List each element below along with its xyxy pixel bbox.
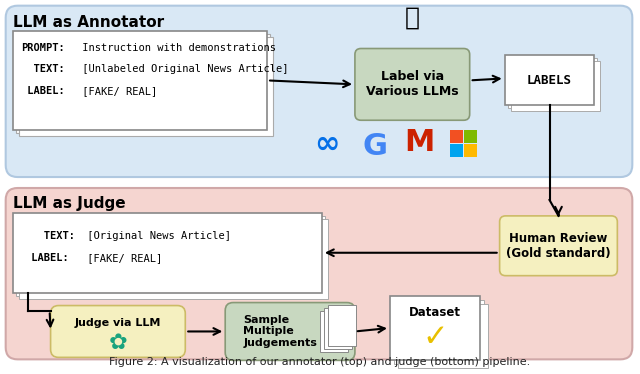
- FancyBboxPatch shape: [6, 188, 632, 359]
- Bar: [511, 61, 600, 111]
- Bar: [19, 219, 328, 298]
- Bar: [450, 144, 463, 157]
- Text: Label via
Various LLMs: Label via Various LLMs: [366, 70, 459, 98]
- Text: PROMPT:: PROMPT:: [20, 43, 65, 52]
- Bar: [328, 304, 356, 346]
- Bar: [13, 31, 267, 130]
- Text: Judge via LLM: Judge via LLM: [75, 318, 161, 328]
- Text: ✓: ✓: [422, 324, 447, 352]
- Text: TEXT:: TEXT:: [20, 64, 65, 74]
- Text: Sample
Multiple
Judgements: Sample Multiple Judgements: [243, 315, 317, 348]
- FancyBboxPatch shape: [500, 216, 618, 276]
- Text: [FAKE/ REAL]: [FAKE/ REAL]: [81, 253, 162, 263]
- Text: M: M: [404, 128, 435, 157]
- FancyBboxPatch shape: [355, 49, 470, 120]
- Bar: [13, 213, 322, 292]
- Text: Instruction with demonstrations: Instruction with demonstrations: [76, 43, 276, 52]
- Text: [Unlabeled Original News Article]: [Unlabeled Original News Article]: [76, 64, 288, 74]
- Text: LABEL:: LABEL:: [20, 86, 65, 96]
- Text: TEXT:: TEXT:: [25, 231, 75, 241]
- Bar: [15, 216, 325, 295]
- Text: LLM as Annotator: LLM as Annotator: [13, 15, 164, 30]
- Text: ✿: ✿: [109, 334, 127, 353]
- Text: G: G: [362, 132, 387, 161]
- Text: ∞: ∞: [314, 130, 340, 159]
- Bar: [504, 55, 595, 105]
- Bar: [390, 295, 479, 361]
- Bar: [15, 34, 270, 133]
- Text: Figure 2: A visualization of our annotator (top) and judge (bottom) pipeline.: Figure 2: A visualization of our annotat…: [109, 357, 531, 367]
- FancyBboxPatch shape: [51, 306, 186, 358]
- Text: Human Review
(Gold standard): Human Review (Gold standard): [506, 232, 611, 260]
- Bar: [19, 37, 273, 136]
- Bar: [464, 144, 477, 157]
- Bar: [398, 304, 488, 368]
- Bar: [508, 58, 597, 108]
- Text: [Original News Article]: [Original News Article]: [81, 231, 230, 241]
- Text: LABEL:: LABEL:: [25, 253, 68, 263]
- Bar: [450, 130, 463, 143]
- Text: 🤖: 🤖: [404, 6, 420, 30]
- Bar: [324, 307, 352, 349]
- Bar: [464, 130, 477, 143]
- Text: LLM as Judge: LLM as Judge: [13, 196, 125, 211]
- Text: [FAKE/ REAL]: [FAKE/ REAL]: [76, 86, 157, 96]
- Bar: [394, 300, 484, 364]
- FancyBboxPatch shape: [225, 303, 355, 361]
- Bar: [320, 310, 348, 352]
- FancyBboxPatch shape: [6, 6, 632, 177]
- Text: LABELS: LABELS: [527, 74, 572, 87]
- Text: Dataset: Dataset: [409, 306, 461, 319]
